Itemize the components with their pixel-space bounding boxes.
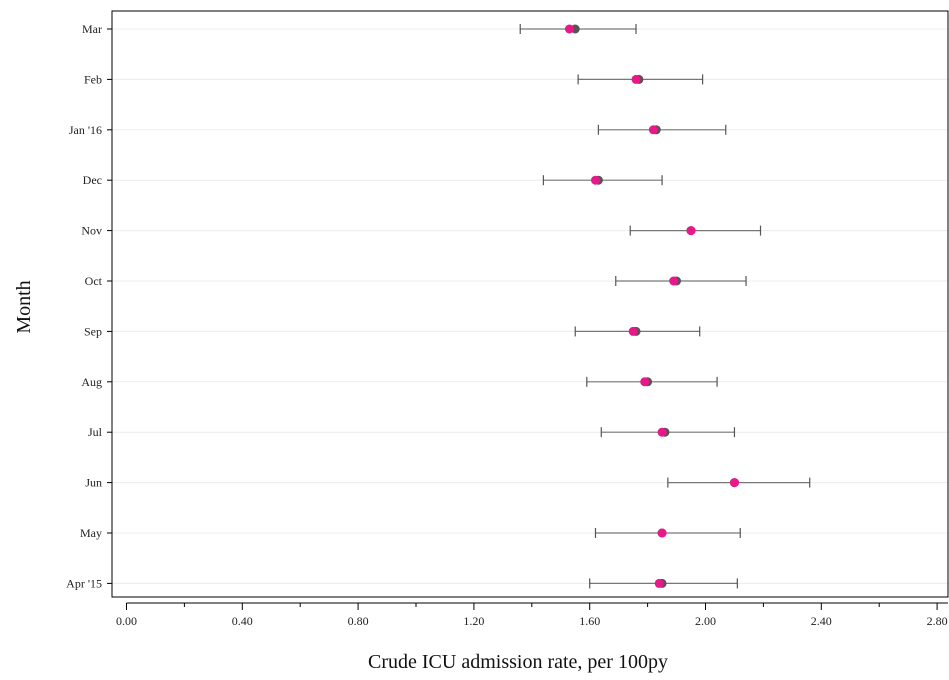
x-tick-label: 0.00 (116, 614, 137, 628)
point-estimate-pink (628, 326, 638, 336)
y-axis-title: Month (13, 280, 35, 333)
y-tick-label: Aug (81, 375, 102, 389)
x-tick-label: 2.40 (811, 614, 832, 628)
x-tick-label: 2.00 (695, 614, 716, 628)
y-tick-label: May (80, 526, 102, 540)
x-tick-label: 0.40 (232, 614, 253, 628)
y-tick-label: Nov (81, 224, 102, 238)
y-tick-label: Jun (85, 476, 102, 490)
y-tick-label: Feb (84, 72, 102, 86)
point-estimate-pink (729, 478, 739, 488)
y-tick-label: Sep (84, 324, 102, 338)
point-estimate-pink (657, 528, 667, 538)
y-axis: Mar Feb Jan '16 Dec Nov Oct Sep Aug Jul Jun May Apr… (66, 22, 112, 590)
point-estimate-pink (648, 125, 658, 135)
x-axis: 0.00 0.40 0.80 1.20 1.60 2.00 2.40 2.80 (116, 602, 948, 628)
x-tick-label: 2.80 (927, 614, 948, 628)
point-estimate-pink (657, 427, 667, 437)
data-points (564, 24, 739, 588)
point-estimate-pink (654, 578, 664, 588)
plot-frame (111, 10, 949, 598)
x-tick-label: 0.80 (348, 614, 369, 628)
y-tick-label: Jul (88, 425, 103, 439)
y-tick-label: Oct (85, 274, 103, 288)
point-estimate-pink (590, 175, 600, 185)
point-estimate-pink (564, 24, 574, 34)
point-estimate-pink (640, 377, 650, 387)
point-estimate-pink (686, 226, 696, 236)
y-tick-label: Apr '15 (66, 576, 102, 590)
x-axis-title: Crude ICU admission rate, per 100py (368, 651, 668, 673)
point-estimate-pink (669, 276, 679, 286)
y-tick-label: Jan '16 (69, 123, 102, 137)
x-tick-label: 1.60 (579, 614, 600, 628)
y-tick-label: Mar (82, 22, 102, 36)
x-tick-label: 1.20 (463, 614, 484, 628)
gridlines (112, 28, 948, 584)
point-estimate-pink (631, 74, 641, 84)
y-tick-label: Dec (83, 173, 102, 187)
confidence-intervals (519, 24, 811, 589)
